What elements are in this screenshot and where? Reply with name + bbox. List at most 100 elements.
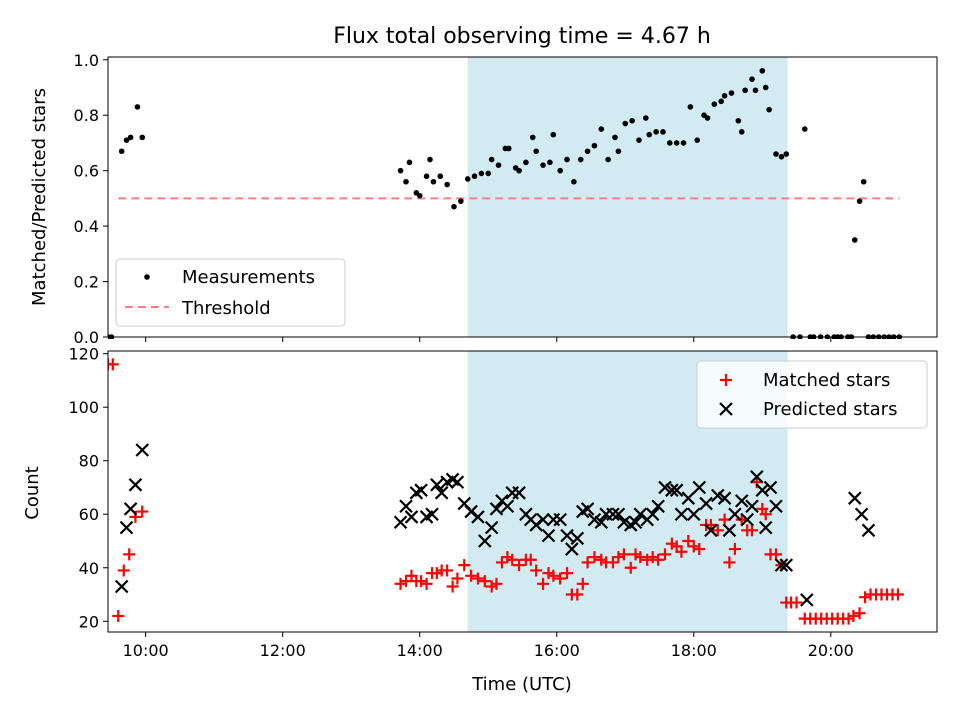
matched-point xyxy=(723,556,736,569)
measurement-point xyxy=(721,93,728,99)
measurement-point xyxy=(591,142,598,149)
matched-point xyxy=(117,564,130,577)
matched-point xyxy=(624,561,637,574)
matched-point xyxy=(728,543,741,556)
measurement-point xyxy=(783,151,790,157)
measurement-point xyxy=(430,178,437,185)
predicted-point xyxy=(570,531,585,546)
measurement-point xyxy=(605,156,611,163)
measurement-point xyxy=(752,87,759,94)
predicted-point xyxy=(740,512,754,527)
predicted-point xyxy=(665,483,679,497)
measurement-point xyxy=(738,129,745,135)
predicted-point xyxy=(681,491,696,505)
matched-point xyxy=(415,575,428,588)
measurement-point xyxy=(694,137,701,143)
predicted-point xyxy=(399,499,413,513)
predicted-point xyxy=(114,579,129,594)
matched-point xyxy=(693,543,706,556)
measurement-point xyxy=(643,115,649,121)
x-tick-label: 18:00 xyxy=(671,641,717,660)
predicted-point xyxy=(750,470,764,484)
matched-point xyxy=(687,540,700,553)
x-tick-label: 12:00 xyxy=(260,641,306,660)
y-tick-label: 20 xyxy=(79,612,99,631)
predicted-point xyxy=(450,475,465,489)
ratio-legend-box xyxy=(115,258,346,327)
predicted-point xyxy=(404,510,419,524)
chart-title: Flux total observing time = 4.67 h xyxy=(333,24,711,49)
matched-point xyxy=(759,508,772,521)
count-legend-box xyxy=(696,360,928,429)
predicted-point xyxy=(669,483,684,497)
legend-threshold-label: Threshold xyxy=(181,298,271,319)
y-tick-label: 60 xyxy=(79,505,99,524)
measurement-point xyxy=(704,115,711,121)
ratio-panel: 0.0 0.2 0.4 0.6 0.8 1.0 Matched/Predicted sta… xyxy=(29,51,938,347)
matched-point xyxy=(571,588,584,601)
measurement-point xyxy=(584,148,591,155)
measurement-point xyxy=(139,134,146,141)
measurement-point xyxy=(711,101,718,107)
measurement-point xyxy=(778,154,785,160)
predicted-point xyxy=(687,507,701,522)
matched-point xyxy=(561,567,574,580)
matched-point xyxy=(441,564,454,577)
measurement-point xyxy=(458,198,464,204)
ratio-plot-area xyxy=(108,68,903,339)
measurement-point xyxy=(571,178,577,185)
matched-point xyxy=(394,577,407,590)
matched-point xyxy=(634,551,647,564)
ratio-axes-frame xyxy=(107,56,938,338)
legend-matched-label: Matched stars xyxy=(763,370,890,391)
measurement-point xyxy=(127,134,134,141)
matched-point xyxy=(641,553,654,566)
matched-point xyxy=(859,591,872,604)
y-tick-label: 1.0 xyxy=(74,51,99,70)
measurement-point xyxy=(416,192,423,199)
measurement-point xyxy=(680,140,687,146)
ratio-axes: 0.0 0.2 0.4 0.6 0.8 1.0 xyxy=(74,51,832,347)
y-tick-label: 0.6 xyxy=(74,162,99,181)
matched-point xyxy=(513,559,526,572)
measurement-point xyxy=(612,134,618,141)
matched-point xyxy=(652,553,665,566)
measurement-point xyxy=(134,104,141,110)
count-panel: 10:00 12:00 14:00 16:00 18:00 20:00 20 40 60 80 10… xyxy=(22,345,938,695)
predicted-point xyxy=(471,510,485,524)
matched-point xyxy=(478,575,491,588)
matched-point xyxy=(506,553,519,566)
matched-point xyxy=(136,505,149,518)
measurement-point xyxy=(629,117,635,124)
x-tick-label: 14:00 xyxy=(397,641,443,660)
measurement-point xyxy=(118,148,125,155)
measurement-point xyxy=(403,178,409,185)
matched-point xyxy=(530,564,543,577)
predicted-point xyxy=(728,507,742,522)
predicted-point xyxy=(854,507,869,522)
matched-point xyxy=(711,524,724,537)
matched-point xyxy=(576,577,589,590)
legend-predicted-label: Predicted stars xyxy=(763,399,897,420)
matched-point xyxy=(465,569,478,582)
matched-point xyxy=(446,580,459,593)
measurement-point xyxy=(123,137,130,143)
measurement-point xyxy=(478,170,485,177)
count-legend: Matched stars Predicted stars xyxy=(696,360,928,429)
predicted-point xyxy=(414,483,428,497)
matched-point xyxy=(581,556,594,569)
matched-point xyxy=(112,609,125,622)
predicted-point xyxy=(763,480,778,495)
predicted-point xyxy=(745,499,759,513)
y-tick-label: 100 xyxy=(68,398,99,417)
measurement-point xyxy=(660,129,666,135)
measurement-point xyxy=(622,120,629,127)
measurement-point xyxy=(687,104,694,110)
measurement-point xyxy=(851,237,858,243)
ratio-y-axis-label: Matched/Predicted stars xyxy=(29,88,50,306)
matched-point xyxy=(451,572,464,585)
matched-point xyxy=(524,553,537,566)
measurement-point xyxy=(577,156,584,163)
y-tick-label: 0.8 xyxy=(74,106,99,125)
count-y-axis-label: Count xyxy=(22,466,43,519)
